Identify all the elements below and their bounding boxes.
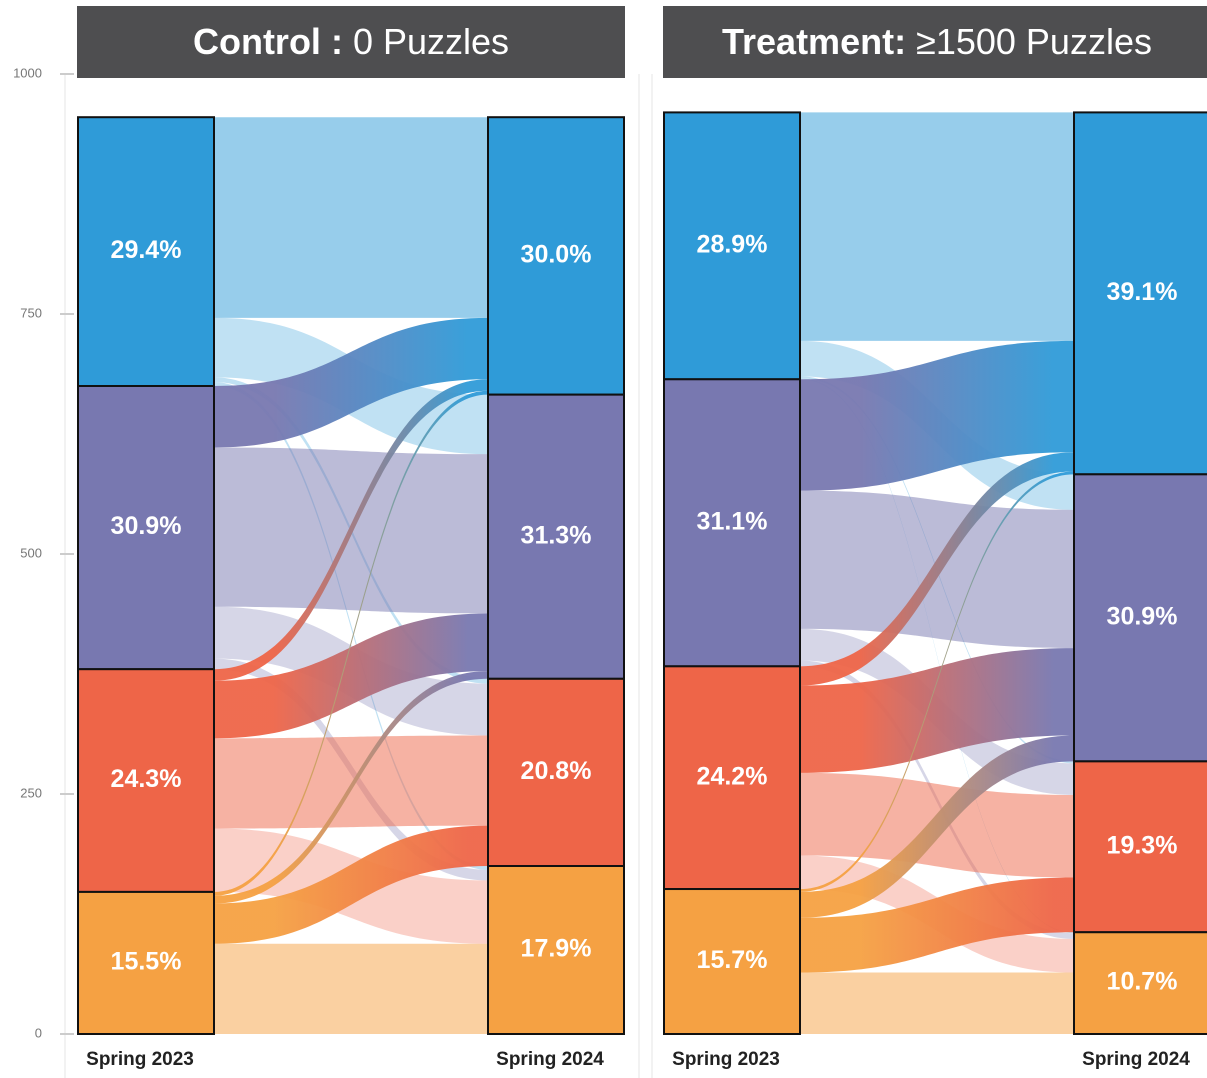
node-label: 17.9% [521,935,592,963]
flow [214,735,488,829]
node-label: 30.9% [1107,602,1178,630]
node-label: 30.9% [111,512,182,540]
title-bar [77,6,625,78]
flow [214,825,488,944]
flow [214,317,488,448]
flow [214,117,488,318]
flow [214,671,488,904]
flow [800,735,1074,918]
node [487,865,625,1035]
x-tick-label: Spring 2023 [86,1049,194,1070]
node-label: 24.2% [697,762,768,790]
flow [800,112,1074,341]
node [663,378,801,668]
node-label: 10.7% [1107,968,1178,996]
flow [800,452,1074,686]
node-label: 31.3% [521,521,592,549]
node [77,890,215,1035]
chart-title: Control :0 Puzzles [193,21,509,62]
node-label: 31.1% [697,507,768,535]
node-label: 15.7% [697,946,768,974]
node-label: 15.5% [111,948,182,976]
x-tick-label: Spring 2023 [672,1049,780,1070]
x-tick-label: Spring 2024 [496,1049,604,1070]
node-label: 19.3% [1107,831,1178,859]
flow [214,382,488,870]
node [663,111,801,381]
flow [800,877,1074,973]
node [1073,760,1207,934]
node-label: 29.4% [111,236,182,264]
title-bar [663,6,1207,78]
node [663,665,801,891]
flow [214,613,488,739]
title-light: 0 Puzzles [353,21,509,62]
node-label: 30.0% [521,241,592,269]
node [77,116,215,387]
node [1073,473,1207,763]
flow [800,471,1074,892]
title-light: ≥1500 Puzzles [916,21,1152,62]
flow [214,379,488,681]
chart-title: Treatment: ≥1500 Puzzles [722,21,1152,62]
node-label: 39.1% [1107,278,1178,306]
node-label: 20.8% [521,757,592,785]
node-label: 28.9% [697,230,768,258]
title-bold: Treatment: [722,21,906,62]
node [1073,111,1207,476]
node [1073,931,1207,1035]
flow [800,972,1074,1034]
node-label: 24.3% [111,765,182,793]
y-tick-label: 750 [20,305,42,320]
node [487,677,625,867]
y-tick-label: 0 [35,1025,42,1040]
node [663,888,801,1035]
y-tick-label: 1000 [13,65,42,80]
x-tick-label: Spring 2024 [1082,1049,1190,1070]
title-bold: Control : [193,21,343,62]
flow [800,378,1074,934]
flow [214,390,488,896]
flow [800,648,1074,773]
flow [800,340,1074,491]
y-tick-label: 500 [20,545,42,560]
flow [214,943,488,1034]
node [487,116,625,396]
node [77,385,215,671]
node [487,393,625,680]
y-tick-label: 250 [20,785,42,800]
